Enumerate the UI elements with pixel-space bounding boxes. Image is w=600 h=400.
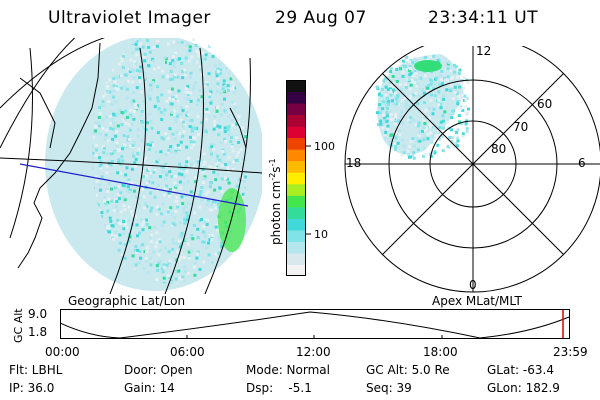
geographic-panel-label: Geographic Lat/Lon	[68, 294, 186, 308]
timeline-x-0600: 06:00	[170, 345, 205, 359]
mode-info: Mode: Normal	[246, 363, 330, 377]
colorbar-unit-label: photon cm-2s-1	[268, 158, 283, 245]
glon-info: GLon: 182.9	[487, 381, 560, 395]
colorbar-band	[286, 183, 306, 196]
colorbar-band	[286, 103, 306, 116]
apex-panel-label: Apex MLat/MLT	[432, 294, 522, 308]
mlt-label-12: 12	[476, 44, 492, 58]
glat-info: GLat: -63.4	[487, 363, 554, 377]
gcalt-label-min: 1.8	[28, 325, 48, 339]
dsp-info: Dsp: -5.1	[246, 381, 312, 395]
colorbar-band	[286, 241, 306, 254]
colorbar	[286, 80, 306, 277]
instrument-title: Ultraviolet Imager	[48, 8, 211, 28]
colorbar-band	[286, 195, 306, 208]
filter-info: Flt: LBHL	[9, 363, 63, 377]
gcalt-label-max: 9.0	[28, 307, 48, 321]
colorbar-band	[286, 149, 306, 162]
geographic-image-panel	[0, 38, 262, 294]
colorbar-band	[286, 126, 306, 139]
mlat-label-70: 70	[513, 120, 529, 134]
colorbar-ticks	[306, 145, 311, 235]
colorbar-tick-10: 10	[314, 228, 328, 241]
colorbar-band	[286, 160, 306, 173]
ip-info: IP: 36.0	[9, 381, 55, 395]
colorbar-band	[286, 206, 306, 219]
timeline-x-2359: 23:59	[553, 345, 588, 359]
footprint-track	[19, 163, 249, 207]
seq-info: Seq: 39	[366, 381, 412, 395]
colorbar-band	[286, 114, 306, 127]
timeline-x-0000: 00:00	[45, 345, 80, 359]
colorbar-gradient	[286, 80, 306, 277]
colorbar-band	[286, 172, 306, 185]
colorbar-band	[286, 264, 306, 277]
time-label: 23:34:11 UT	[428, 8, 539, 28]
colorbar-band	[286, 218, 306, 231]
gcalt-timeline-plot	[60, 309, 570, 339]
door-info: Door: Open	[124, 363, 193, 377]
colorbar-tick-100: 100	[314, 140, 335, 153]
timeline-x-1800: 18:00	[423, 345, 458, 359]
colorbar-band	[286, 91, 306, 104]
gcalt-info: GC Alt: 5.0 Re	[366, 363, 450, 377]
colorbar-band	[286, 252, 306, 265]
mlt-label-0: 0	[469, 278, 477, 292]
colorbar-band	[286, 80, 306, 93]
colorbar-band	[286, 137, 306, 150]
gain-info: Gain: 14	[124, 381, 175, 395]
date-label: 29 Aug 07	[275, 8, 367, 28]
apex-polar-panel	[344, 46, 600, 293]
colorbar-band	[286, 229, 306, 242]
mlt-label-18: 18	[346, 156, 362, 170]
gcalt-axis-title: GC Alt	[12, 308, 25, 343]
timeline-x-1200: 12:00	[296, 345, 331, 359]
mlat-label-60: 60	[537, 97, 553, 111]
uv-emission-region	[45, 38, 262, 291]
apex-emission-speckle	[375, 54, 470, 160]
coastline	[17, 42, 247, 269]
mlt-label-6: 6	[578, 156, 586, 170]
mlat-label-80: 80	[491, 142, 507, 156]
gcalt-curve	[60, 311, 570, 339]
